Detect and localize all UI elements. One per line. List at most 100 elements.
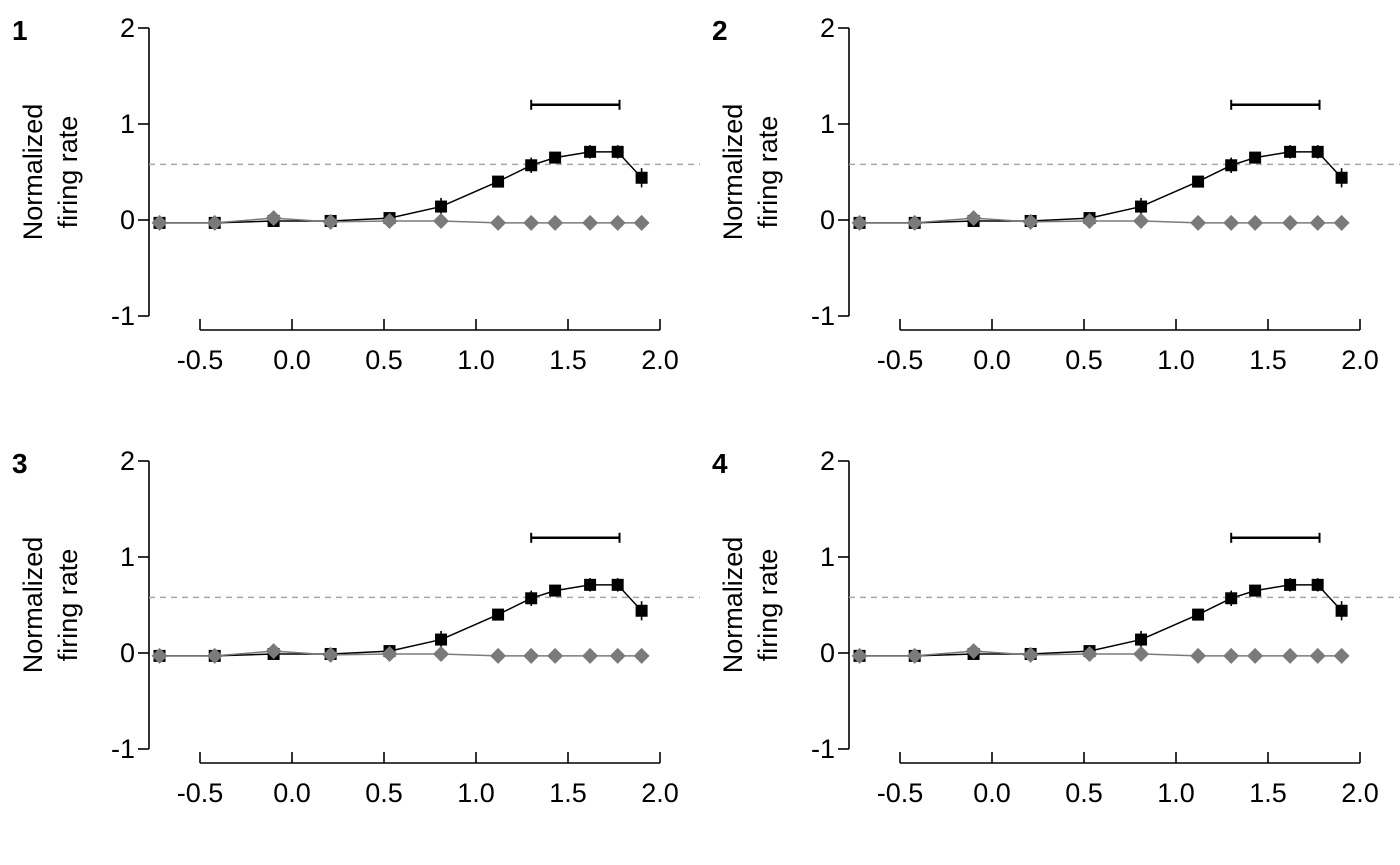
- data-point-square: [549, 584, 562, 597]
- panel-1: 1 Normalized firing rate -1 0 1 2 -0.5 0.0 0.5 1.0…: [12, 13, 700, 375]
- panel-2: 2 Normalized firing rate -1 0 1 2 -0.5 0.0 0.5 1.0…: [712, 13, 1400, 375]
- data-point-square: [492, 175, 505, 188]
- data-point-diamond: [206, 214, 223, 231]
- data-point-square: [1225, 592, 1238, 605]
- x-tick-label: 2.0: [641, 345, 679, 375]
- data-point-diamond: [322, 213, 339, 230]
- y-tick-label: -1: [111, 301, 135, 331]
- x-tick-label: 0.5: [1065, 345, 1103, 375]
- x-tick-label: 0.5: [365, 778, 403, 808]
- y-tick-label: 0: [820, 638, 835, 668]
- data-point-diamond: [965, 643, 982, 660]
- y-tick-label: 2: [120, 13, 135, 43]
- data-point-diamond: [1247, 214, 1264, 231]
- y-tick-label: -1: [811, 734, 835, 764]
- data-point-diamond: [381, 645, 398, 662]
- data-point-diamond: [1333, 214, 1350, 231]
- x-tick-label: 1.5: [549, 778, 587, 808]
- x-tick-label: 2.0: [1341, 778, 1379, 808]
- data-point-square: [635, 604, 648, 617]
- data-point-diamond: [906, 647, 923, 664]
- y-axis-label: Normalized: [718, 104, 748, 241]
- data-point-diamond: [1333, 647, 1350, 664]
- data-point-square: [549, 151, 562, 164]
- y-axis-label: Normalized: [18, 104, 48, 241]
- x-tick-label: 1.0: [1157, 345, 1195, 375]
- data-point-diamond: [1282, 647, 1299, 664]
- data-point-diamond: [851, 647, 868, 664]
- data-point-square: [584, 145, 597, 158]
- data-point-diamond: [151, 647, 168, 664]
- y-axis-label: firing rate: [753, 549, 783, 662]
- data-point-diamond: [547, 214, 564, 231]
- x-tick-label: 2.0: [641, 778, 679, 808]
- data-point-diamond: [490, 647, 507, 664]
- series-1-line: [159, 151, 643, 224]
- data-point-square: [492, 608, 505, 621]
- y-tick-label: 1: [120, 109, 135, 139]
- series-1-line: [859, 584, 1343, 657]
- series-1-line: [159, 584, 643, 657]
- data-point-diamond: [1309, 214, 1326, 231]
- data-point-diamond: [523, 647, 540, 664]
- x-tick-label: 0.0: [273, 778, 311, 808]
- series-2-line: [159, 650, 642, 657]
- x-tick-label: 2.0: [1341, 345, 1379, 375]
- panel-4: 4 Normalized firing rate -1 0 1 2 -0.5 0.0 0.5 1.0…: [712, 446, 1400, 808]
- x-tick-label: 0.5: [1065, 778, 1103, 808]
- data-point-square: [635, 171, 648, 184]
- x-tick-label: 1.0: [1157, 778, 1195, 808]
- panel-label: 4: [712, 448, 728, 479]
- data-point-diamond: [1133, 645, 1150, 662]
- data-point-diamond: [151, 214, 168, 231]
- data-point-square: [611, 145, 624, 158]
- data-point-diamond: [265, 643, 282, 660]
- data-point-diamond: [547, 647, 564, 664]
- y-tick-label: -1: [811, 301, 835, 331]
- x-tick-label: 0.0: [973, 345, 1011, 375]
- data-point-diamond: [1223, 647, 1240, 664]
- data-point-diamond: [633, 214, 650, 231]
- x-tick-label: 0.5: [365, 345, 403, 375]
- data-point-square: [1135, 633, 1148, 646]
- data-point-diamond: [1309, 647, 1326, 664]
- y-axis-label: Normalized: [718, 537, 748, 674]
- data-point-diamond: [1022, 646, 1039, 663]
- data-point-diamond: [1081, 212, 1098, 229]
- data-point-square: [525, 592, 538, 605]
- data-point-diamond: [490, 214, 507, 231]
- data-point-square: [1249, 584, 1262, 597]
- data-point-square: [435, 200, 448, 213]
- data-point-square: [1192, 175, 1205, 188]
- x-tick-label: 1.5: [1249, 345, 1287, 375]
- data-point-diamond: [322, 646, 339, 663]
- data-point-diamond: [1190, 647, 1207, 664]
- data-point-diamond: [523, 214, 540, 231]
- x-tick-label: 0.0: [273, 345, 311, 375]
- x-tick-label: 0.0: [973, 778, 1011, 808]
- y-tick-label: 0: [820, 205, 835, 235]
- data-point-square: [1284, 145, 1297, 158]
- y-axis-label: firing rate: [53, 549, 83, 662]
- y-tick-label: 1: [120, 542, 135, 572]
- data-point-diamond: [609, 647, 626, 664]
- data-point-square: [584, 578, 597, 591]
- data-point-diamond: [1133, 212, 1150, 229]
- data-point-square: [1284, 578, 1297, 591]
- data-point-diamond: [1282, 214, 1299, 231]
- data-point-diamond: [906, 214, 923, 231]
- y-axis-label: firing rate: [753, 116, 783, 229]
- data-point-diamond: [965, 210, 982, 227]
- y-axis-label: firing rate: [53, 116, 83, 229]
- data-point-square: [1311, 145, 1324, 158]
- data-point-square: [611, 578, 624, 591]
- y-tick-label: 2: [820, 13, 835, 43]
- y-axis-label: Normalized: [18, 537, 48, 674]
- series-2-line: [159, 217, 642, 224]
- data-point-diamond: [381, 212, 398, 229]
- data-point-diamond: [582, 647, 599, 664]
- data-point-diamond: [1190, 214, 1207, 231]
- data-point-diamond: [633, 647, 650, 664]
- y-tick-label: -1: [111, 734, 135, 764]
